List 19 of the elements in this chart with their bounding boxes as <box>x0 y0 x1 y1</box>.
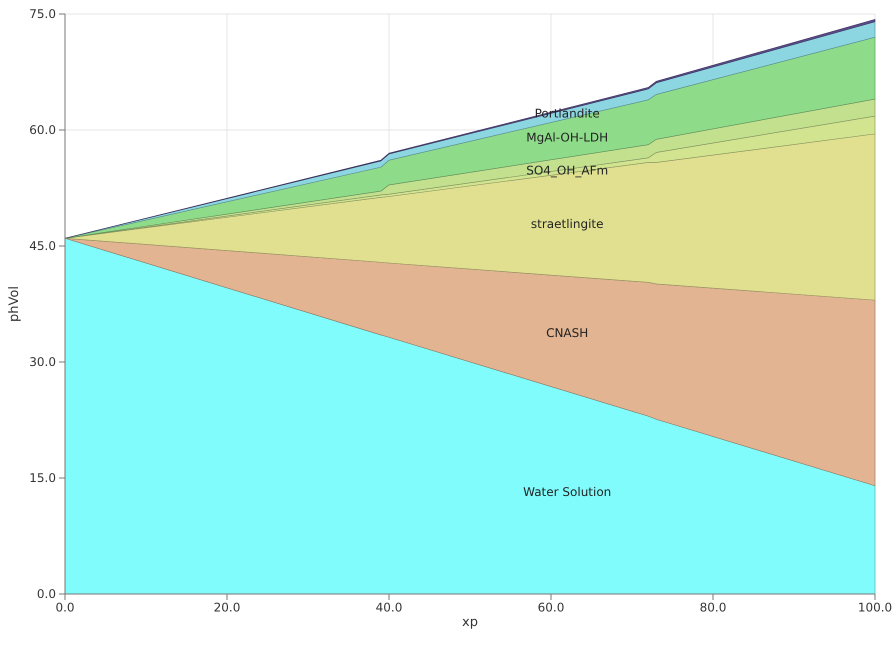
x-tick-label: 20.0 <box>214 600 240 615</box>
x-tick-label: 100.0 <box>858 600 892 615</box>
x-axis-title: xp <box>462 615 478 630</box>
y-tick-label: 75.0 <box>29 6 56 21</box>
series-label: Water Solution <box>523 485 612 500</box>
series-label: straetlingite <box>530 216 604 231</box>
series-label: CNASH <box>546 326 588 340</box>
x-tick-label: 0.0 <box>55 600 75 615</box>
y-tick-label: 45.0 <box>29 238 56 253</box>
y-tick-label: 30.0 <box>29 354 56 369</box>
series-label: MgAl-OH-LDH <box>526 130 608 144</box>
series-label: SO4_OH_AFm <box>526 163 608 178</box>
x-tick-label: 80.0 <box>700 600 726 615</box>
y-tick-label: 0.0 <box>36 586 56 601</box>
y-tick-label: 15.0 <box>29 470 56 485</box>
y-axis-title: phVol <box>7 286 22 322</box>
x-tick-label: 40.0 <box>376 600 402 615</box>
y-tick-label: 60.0 <box>29 122 56 137</box>
x-tick-label: 60.0 <box>538 600 564 615</box>
